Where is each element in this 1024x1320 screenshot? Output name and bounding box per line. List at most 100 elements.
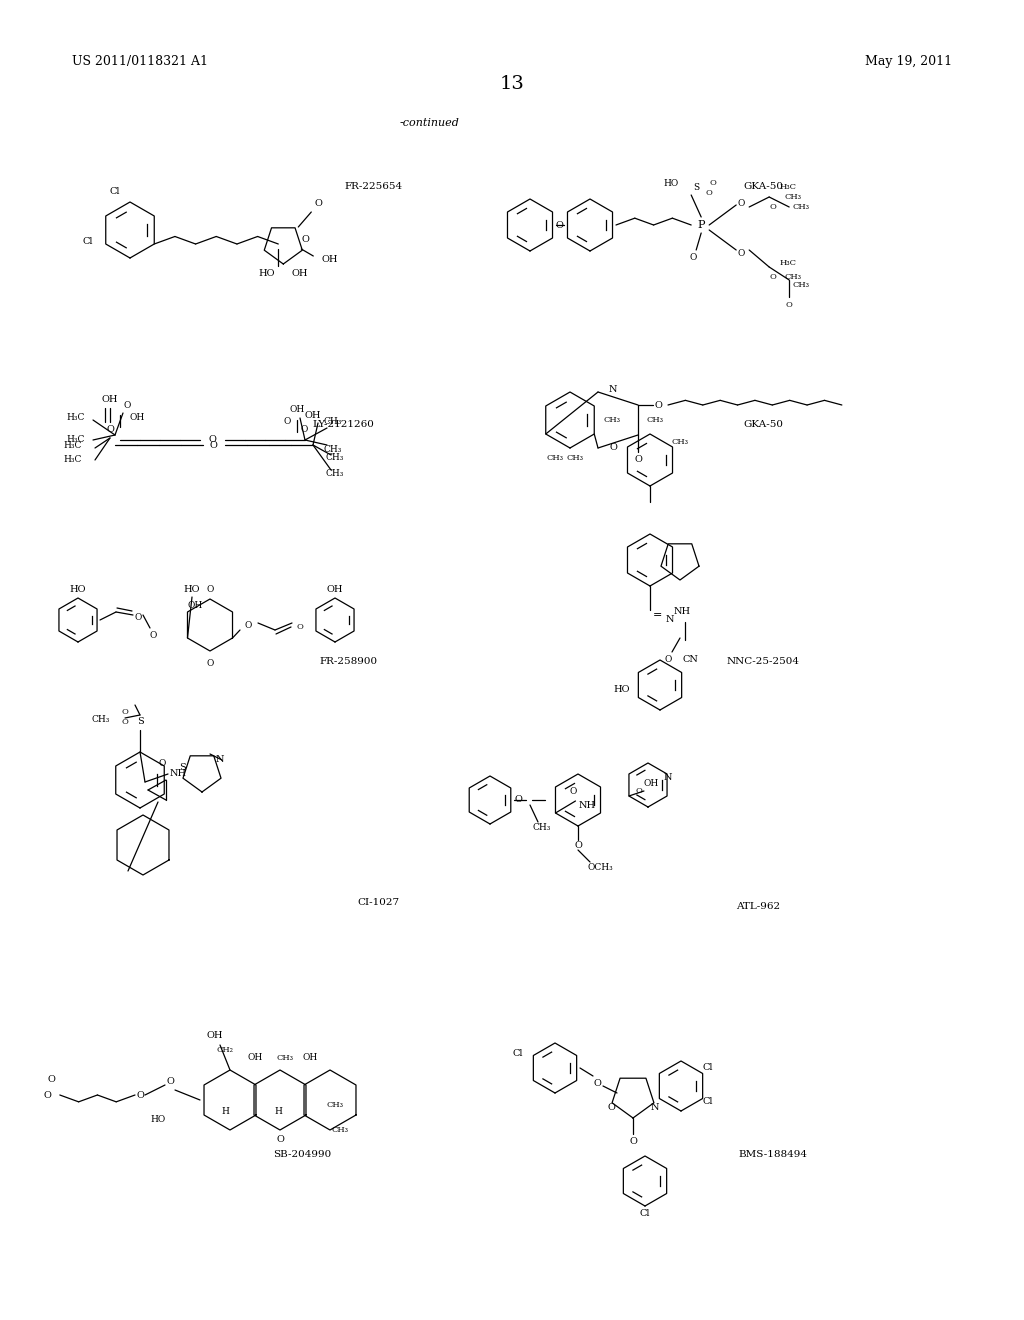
Text: O: O [689, 252, 697, 261]
Text: GKA-50: GKA-50 [742, 420, 783, 429]
Text: O: O [314, 199, 323, 209]
Text: O: O [737, 248, 744, 257]
Text: OH: OH [101, 396, 118, 404]
Text: H₃C: H₃C [779, 259, 797, 267]
Text: CH₃: CH₃ [326, 453, 344, 462]
Text: OH: OH [643, 780, 658, 788]
Text: SB-204990: SB-204990 [273, 1150, 331, 1159]
Text: CH₃: CH₃ [793, 203, 810, 211]
Text: CH₃: CH₃ [276, 1053, 294, 1063]
Text: O: O [122, 708, 128, 715]
Text: Cl: Cl [83, 238, 93, 247]
Text: CH₃: CH₃ [91, 715, 110, 725]
Text: CH₃: CH₃ [793, 281, 810, 289]
Text: O: O [593, 1078, 601, 1088]
Text: CH₃: CH₃ [784, 193, 802, 201]
Text: O: O [136, 1090, 144, 1100]
Text: O: O [123, 400, 131, 409]
Text: S: S [136, 718, 143, 726]
Text: Cl: Cl [110, 187, 120, 197]
Text: N: N [608, 385, 617, 395]
Text: CH₃: CH₃ [532, 824, 551, 833]
Text: -continued: -continued [400, 117, 460, 128]
Text: O: O [634, 455, 642, 465]
Text: O: O [710, 180, 717, 187]
Text: H₃C: H₃C [63, 441, 82, 450]
Text: HO: HO [151, 1115, 166, 1125]
Text: O: O [737, 198, 744, 207]
Text: O: O [770, 203, 776, 211]
Text: O: O [209, 441, 217, 450]
Text: O: O [636, 787, 642, 795]
Text: O: O [44, 1090, 52, 1100]
Text: O: O [159, 759, 166, 768]
Text: HO: HO [70, 586, 86, 594]
Text: OH: OH [322, 255, 338, 264]
Text: Cl: Cl [512, 1048, 523, 1057]
Text: O: O [609, 444, 616, 453]
Text: N: N [650, 1104, 659, 1113]
Text: O: O [654, 400, 662, 409]
Text: H: H [221, 1107, 229, 1117]
Text: O: O [106, 425, 114, 434]
Text: =: = [653, 610, 663, 620]
Text: NH: NH [579, 800, 596, 809]
Text: OH: OH [207, 1031, 223, 1040]
Text: O: O [208, 436, 216, 445]
Text: CH₃: CH₃ [603, 416, 620, 424]
Text: O: O [665, 656, 672, 664]
Text: O: O [785, 301, 793, 309]
Text: CH₃: CH₃ [332, 1126, 348, 1134]
Text: HO: HO [259, 269, 275, 279]
Text: O: O [301, 425, 308, 434]
Text: O: O [284, 417, 291, 426]
Text: H: H [274, 1107, 282, 1117]
Text: Cl: Cl [702, 1064, 714, 1072]
Text: BMS-188494: BMS-188494 [738, 1150, 808, 1159]
Text: O: O [607, 1104, 615, 1113]
Text: CH₃: CH₃ [326, 469, 344, 478]
Text: H₃C: H₃C [67, 412, 85, 421]
Text: O: O [150, 631, 157, 639]
Text: O: O [629, 1138, 637, 1147]
Text: O: O [514, 796, 522, 804]
Text: ATL-962: ATL-962 [735, 902, 780, 911]
Text: N: N [666, 615, 674, 624]
Text: LY-2121260: LY-2121260 [312, 420, 374, 429]
Text: US 2011/0118321 A1: US 2011/0118321 A1 [72, 55, 208, 69]
Text: CH₃: CH₃ [784, 273, 802, 281]
Text: May 19, 2011: May 19, 2011 [865, 55, 952, 69]
Text: HO: HO [613, 685, 630, 694]
Text: NH: NH [169, 770, 186, 779]
Text: O: O [245, 620, 252, 630]
Text: CH₃: CH₃ [324, 417, 342, 426]
Text: NH: NH [674, 607, 690, 616]
Text: OH: OH [290, 405, 304, 414]
Text: OCH₃: OCH₃ [587, 863, 613, 873]
Text: O: O [569, 787, 578, 796]
Text: S: S [693, 182, 699, 191]
Text: OH: OH [327, 586, 343, 594]
Text: S: S [178, 763, 185, 771]
Text: HO: HO [183, 586, 200, 594]
Text: CI-1027: CI-1027 [357, 898, 400, 907]
Text: OH: OH [291, 269, 308, 279]
Text: N: N [664, 772, 672, 781]
Text: H₃C: H₃C [779, 183, 797, 191]
Text: Cl: Cl [702, 1097, 714, 1106]
Text: O: O [276, 1135, 284, 1144]
Text: OH: OH [129, 412, 144, 421]
Text: OH: OH [302, 1053, 317, 1063]
Text: CH₃: CH₃ [566, 454, 584, 462]
Text: CH₂: CH₂ [216, 1045, 233, 1053]
Text: CH₃: CH₃ [324, 446, 342, 454]
Text: CH₃: CH₃ [646, 416, 664, 424]
Text: O: O [706, 189, 713, 197]
Text: O: O [297, 623, 303, 631]
Text: CN: CN [682, 656, 698, 664]
Text: NNC-25-2504: NNC-25-2504 [726, 657, 800, 667]
Text: H₃C: H₃C [63, 455, 82, 465]
Text: OH: OH [187, 601, 203, 610]
Text: O: O [121, 718, 128, 726]
Text: H₃C: H₃C [67, 436, 85, 445]
